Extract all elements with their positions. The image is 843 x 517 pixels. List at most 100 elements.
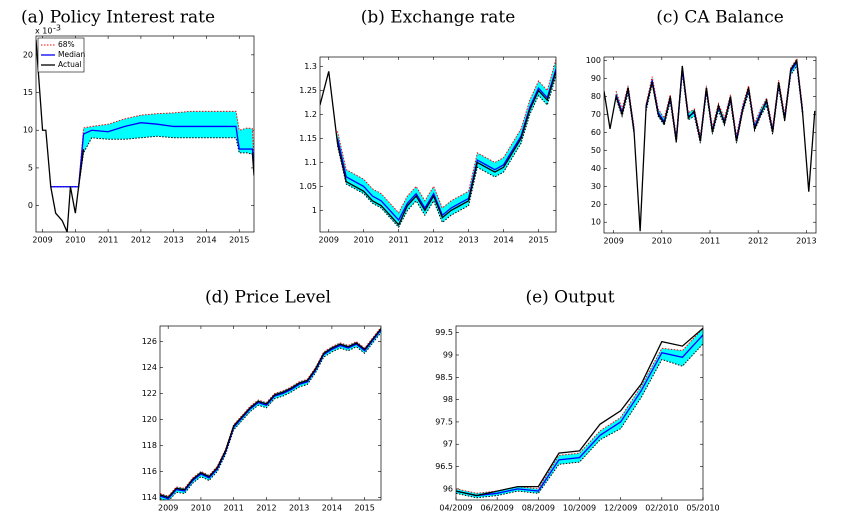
y-tick-label: 40 [591,164,601,173]
y-tick-label: 122 [142,389,157,398]
y-tick-label: 20 [23,50,33,59]
plot-area [160,326,381,500]
x-tick-label: 05/2010 [686,504,719,513]
x-tick-label: 2010 [652,237,672,246]
series-line [320,71,556,226]
axes-box [455,325,704,501]
y-tick-label: 1.25 [299,86,317,95]
y-tick-label: 99 [443,351,453,360]
x-tick-label: 2010 [354,236,374,245]
y-tick-label: 1.2 [304,110,317,119]
x-tick-label: 2015 [528,236,548,245]
x-tick-label: 2012 [748,237,768,246]
series-line [50,122,254,188]
band-upper [50,110,254,188]
y-tick-label: 97.5 [435,417,453,426]
x-tick-label: 2011 [98,236,118,245]
y-tick-label: 30 [591,182,601,191]
x-tick-label: 2012 [256,504,276,513]
band-upper [160,326,381,497]
x-tick-label: 10/2009 [563,504,596,513]
y-tick-label: 98 [443,395,453,404]
y-tick-label: 1 [312,206,317,215]
y-tick-label: 60 [591,128,601,137]
x-tick-label: 08/2009 [522,504,555,513]
y-tick-label: 50 [591,146,601,155]
x-tick-label: 02/2010 [645,504,678,513]
x-tick-label: 2012 [423,236,443,245]
x-tick-label: 2011 [700,237,720,246]
y-tick-label: 1.15 [299,134,317,143]
panel-title: (b) Exchange rate [361,8,516,28]
axes-box [35,35,255,233]
plot-area [320,59,556,229]
panel: (a) Policy Interest rate 0 5 10 15 20 2009 2010… [21,8,255,245]
x-tick-label: 2009 [319,236,339,245]
panel: (d) Price Level 114 116 118 120 122 124 126 2009… [142,288,382,513]
band-lower [645,64,804,144]
y-tick-label: 10 [23,126,33,135]
legend-label: Median [58,50,86,59]
plot-area [456,327,703,499]
y-tick-label: 120 [142,415,157,424]
x-tick-label: 2013 [458,236,478,245]
y-tick-label: 126 [142,337,157,346]
y-tick-label: 96 [443,484,453,493]
panel-title: (c) CA Balance [656,8,784,28]
panel: (e) Output 96 96.5 97 97.5 98 98.5 99 99.5 04/200… [435,288,719,513]
x-tick-label: 2011 [223,504,243,513]
y-tick-label: 97 [443,440,453,449]
y-tick-label: 90 [591,74,601,83]
x-tick-label: 2009 [32,236,52,245]
x-tick-label: 2013 [164,236,184,245]
band-lower [336,76,556,229]
series-line [36,39,85,232]
y-tick-label: 5 [28,163,33,172]
band-lower [456,343,703,499]
x-tick-label: 12/2009 [604,504,637,513]
series-line [456,334,703,497]
legend-label: 68% [58,40,75,49]
band-upper [336,59,556,214]
axes-box [603,56,817,234]
y-tick-label: 114 [142,493,157,502]
y-tick-label: 10 [591,218,601,227]
x-tick-label: 2009 [158,504,178,513]
y-tick-label: 1.1 [304,158,317,167]
series-line [336,68,556,222]
axes-box [319,56,557,233]
y-tick-label: 100 [586,56,601,65]
x-tick-label: 2010 [65,236,85,245]
y-tick-label: 70 [591,110,601,119]
y-tick-label: 118 [142,441,157,450]
x-tick-label: 2014 [493,236,513,245]
x-tick-label: 2012 [131,236,151,245]
y-tick-label: 116 [142,467,157,476]
band [50,111,254,187]
series-line [456,327,703,497]
series-line [604,58,816,232]
panel: (c) CA Balance 10 20 30 40 50 60 70 80 90 100 2009 2… [586,8,817,246]
y-tick-label: 15 [23,88,33,97]
x-tick-label: 2014 [322,504,342,513]
band [337,59,556,228]
series-line [160,328,381,499]
y-tick-label: 80 [591,92,601,101]
y-tick-label: 20 [591,200,601,209]
y-tick-label: 96.5 [435,462,453,471]
axes-box [159,325,382,501]
x-tick-label: 04/2009 [439,504,472,513]
y-tick-label: 1.05 [299,182,317,191]
y-tick-label: 98.5 [435,373,453,382]
panel-title: (d) Price Level [205,288,331,308]
y-tick-label: 99.5 [435,328,453,337]
y-tick-label: 0 [28,201,33,210]
x-tick-label: 2014 [196,236,216,245]
x-tick-label: 2011 [388,236,408,245]
y-exponent-base: x 10 [35,27,52,36]
panel-title: (e) Output [525,288,614,308]
band-lower [50,135,254,188]
band-lower [160,332,381,500]
x-tick-label: 2010 [191,504,211,513]
